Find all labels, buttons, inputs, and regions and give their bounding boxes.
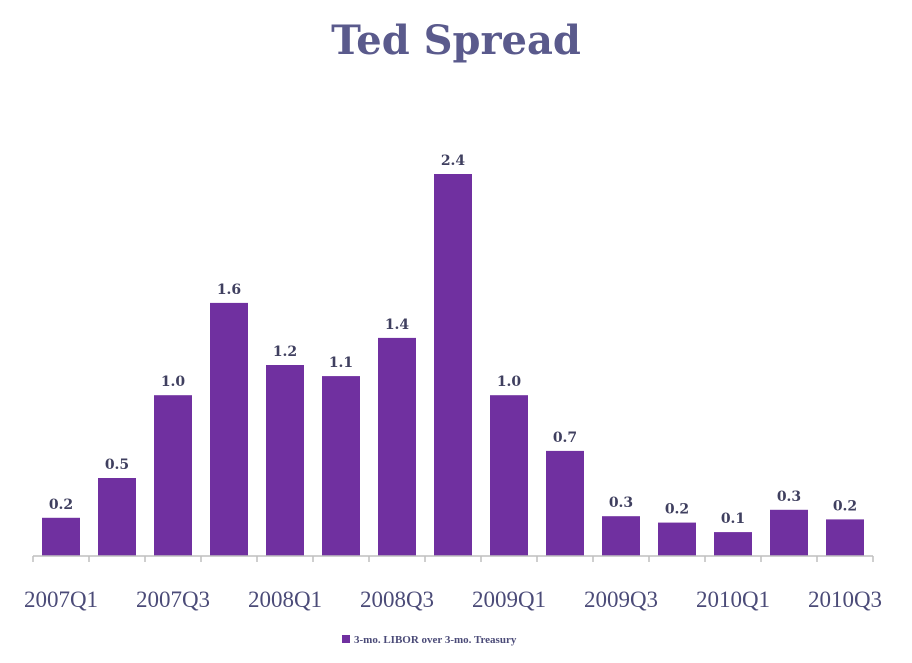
tick-label-2010Q3: 2010Q3 bbox=[808, 587, 882, 612]
legend-swatch bbox=[342, 635, 350, 643]
tick-label-2008Q3: 2008Q3 bbox=[360, 587, 434, 612]
bar-2009Q3 bbox=[602, 516, 640, 556]
value-label-2008Q3: 1.4 bbox=[385, 317, 410, 333]
chart-title: Ted Spread bbox=[331, 17, 581, 64]
value-label-2007Q1: 0.2 bbox=[49, 497, 73, 513]
bar-2008Q2 bbox=[322, 376, 360, 556]
value-label-2007Q2: 0.5 bbox=[105, 457, 129, 473]
value-label-2010Q1: 0.1 bbox=[721, 511, 745, 527]
value-label-2009Q3: 0.3 bbox=[609, 495, 633, 511]
value-label-2007Q4: 1.6 bbox=[217, 282, 241, 298]
value-label-2009Q1: 1.0 bbox=[497, 374, 522, 390]
bar-2010Q2 bbox=[770, 509, 808, 556]
bar-2009Q1 bbox=[490, 395, 528, 556]
value-label-2008Q1: 1.2 bbox=[273, 344, 297, 360]
bars-group bbox=[42, 174, 864, 556]
x-axis-ticks bbox=[32, 556, 874, 562]
tick-label-2008Q1: 2008Q1 bbox=[248, 587, 322, 612]
bar-2009Q4 bbox=[658, 522, 696, 556]
value-label-2010Q2: 0.3 bbox=[777, 489, 801, 505]
value-labels-group: 0.2 0.5 1.0 1.6 1.2 1.1 1.4 2.4 1.0 0.7 0.3 0.2 0.1 0… bbox=[49, 153, 857, 527]
bar-2008Q1 bbox=[266, 365, 304, 556]
value-label-2008Q4: 2.4 bbox=[441, 153, 466, 169]
bar-2010Q1 bbox=[714, 532, 752, 556]
bar-2007Q1 bbox=[42, 517, 80, 556]
value-label-2009Q4: 0.2 bbox=[665, 502, 689, 518]
legend-label: 3-mo. LIBOR over 3-mo. Treasury bbox=[354, 634, 517, 646]
bar-2009Q2 bbox=[546, 450, 584, 556]
bar-2008Q4 bbox=[434, 174, 472, 556]
tick-label-2010Q1: 2010Q1 bbox=[696, 587, 770, 612]
x-axis-tick-labels: 2007Q1 2007Q3 2008Q1 2008Q3 2009Q1 2009Q3 2010… bbox=[24, 587, 882, 612]
bar-2007Q3 bbox=[154, 395, 192, 556]
tick-label-2009Q1: 2009Q1 bbox=[472, 587, 546, 612]
bar-2007Q4 bbox=[210, 302, 248, 556]
bar-2008Q3 bbox=[378, 337, 416, 556]
tick-label-2009Q3: 2009Q3 bbox=[584, 587, 658, 612]
value-label-2009Q2: 0.7 bbox=[553, 430, 577, 446]
value-label-2007Q3: 1.0 bbox=[161, 374, 186, 390]
value-label-2008Q2: 1.1 bbox=[329, 355, 353, 371]
tick-label-2007Q3: 2007Q3 bbox=[136, 587, 210, 612]
legend: 3-mo. LIBOR over 3-mo. Treasury bbox=[342, 634, 517, 646]
tick-label-2007Q1: 2007Q1 bbox=[24, 587, 98, 612]
value-label-2010Q3: 0.2 bbox=[833, 498, 857, 514]
bar-2010Q3 bbox=[826, 519, 864, 556]
bar-2007Q2 bbox=[98, 478, 136, 556]
